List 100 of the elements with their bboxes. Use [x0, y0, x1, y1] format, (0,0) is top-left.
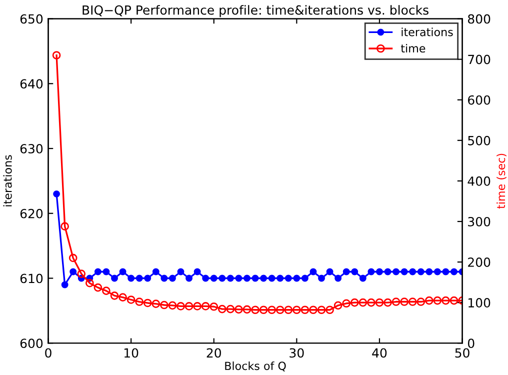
y2-tick-label: 200 [468, 258, 490, 267]
point [77, 270, 86, 278]
point [234, 305, 243, 314]
y-tick-label: 600 [20, 338, 43, 348]
point [300, 306, 310, 314]
point [119, 268, 126, 276]
y2-tick-label: 600 [468, 95, 490, 105]
point [168, 274, 176, 282]
point [292, 306, 301, 314]
point [293, 274, 300, 282]
point [368, 268, 375, 276]
point [152, 268, 160, 276]
point [376, 268, 383, 276]
point [226, 304, 235, 314]
point [416, 298, 426, 306]
point [384, 298, 392, 307]
point [94, 268, 102, 276]
point [268, 274, 276, 282]
point [317, 306, 326, 314]
x-tick-label: 20 [206, 348, 221, 358]
point [102, 286, 110, 295]
point [111, 274, 118, 282]
point [334, 301, 342, 310]
y-tick-label: 640 [20, 79, 43, 89]
point [53, 190, 60, 198]
x-axis-title: Blocks of Q [225, 361, 286, 372]
point [118, 293, 127, 302]
point [358, 298, 368, 307]
point [334, 274, 342, 282]
point [160, 274, 168, 282]
point [350, 298, 359, 307]
point [126, 296, 136, 304]
point [409, 268, 416, 276]
point [259, 306, 268, 314]
y-tick-label: 630 [20, 144, 43, 154]
point [417, 268, 424, 276]
point [152, 300, 160, 308]
x-tick-label: 0 [45, 348, 52, 358]
point [226, 274, 234, 282]
point [128, 274, 135, 282]
y2-tick-label: 700 [468, 54, 490, 64]
point [160, 300, 168, 310]
point [218, 274, 226, 282]
point [186, 274, 192, 282]
point [143, 298, 152, 308]
point [135, 298, 144, 306]
point [318, 274, 325, 282]
y-tick-label: 620 [20, 208, 43, 218]
point [367, 298, 376, 307]
y2-tick-label: 0 [468, 338, 474, 348]
point [400, 298, 408, 306]
chart-title: BIQ−QP Performance profile: time&iterations vs. blocks [82, 5, 428, 18]
x-tick-label: 10 [124, 348, 138, 358]
y-tick-label: 650 [20, 14, 43, 24]
y2-tick-label: 500 [468, 136, 490, 146]
point [210, 302, 218, 311]
y-axis-title: iterations [3, 155, 12, 206]
point [276, 306, 284, 314]
x-tick-label: 50 [455, 348, 470, 358]
point [260, 274, 268, 282]
point [251, 306, 260, 314]
x-tick-label: 40 [372, 348, 387, 358]
point [442, 296, 450, 305]
point [351, 268, 358, 276]
y2-axis-title: time (sec) [496, 154, 506, 209]
point [177, 268, 184, 276]
point [136, 274, 143, 282]
point [424, 296, 434, 305]
point [400, 268, 408, 276]
y2-tick-label: 100 [468, 298, 490, 308]
point [235, 274, 242, 282]
x-tick-label: 30 [290, 348, 304, 358]
point [426, 268, 433, 276]
point [309, 306, 318, 314]
point [144, 274, 152, 282]
point [450, 268, 458, 276]
point [326, 306, 334, 314]
point [342, 268, 350, 276]
point [210, 274, 218, 282]
point [52, 51, 61, 60]
point [110, 292, 119, 300]
point [326, 268, 334, 276]
point [408, 298, 417, 306]
point [60, 222, 69, 231]
point [202, 274, 210, 282]
legend-label: time [400, 44, 426, 53]
point [301, 274, 308, 282]
point [252, 274, 259, 282]
point [392, 268, 400, 276]
point [184, 302, 194, 310]
point [450, 296, 458, 305]
point [359, 274, 366, 282]
point [94, 283, 102, 292]
y2-tick-label: 800 [468, 14, 490, 24]
point [194, 268, 201, 276]
point [310, 268, 317, 276]
point [168, 301, 177, 310]
point [433, 296, 442, 305]
y-tick-label: 610 [20, 274, 43, 284]
point [384, 268, 392, 276]
